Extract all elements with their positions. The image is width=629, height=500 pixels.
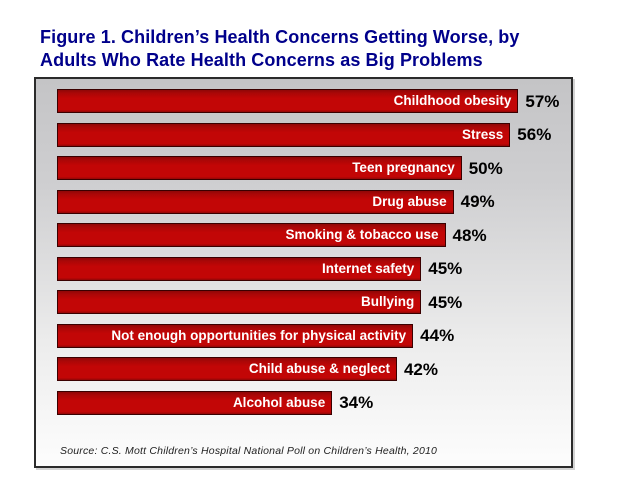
bar-value: 50%	[468, 158, 503, 178]
bar-label: Childhood obesity	[393, 93, 512, 109]
bar: Child abuse & neglect	[57, 357, 397, 381]
bar-row: Alcohol abuse 34%	[57, 390, 567, 415]
bar-value: 34%	[339, 393, 374, 412]
bar-label: Not enough opportunities for physical ac…	[111, 327, 407, 343]
figure-title: Figure 1. Children’s Health Concerns Get…	[40, 26, 615, 72]
bar-value: 57%	[525, 91, 560, 111]
bar-value: 44%	[420, 326, 455, 345]
bar: Internet safety	[57, 256, 422, 281]
bar-row: Smoking & tobacco use 48%	[57, 223, 567, 247]
bar-label: Teen pregnancy	[352, 160, 455, 176]
bar-label: Child abuse & neglect	[248, 361, 390, 377]
bar-value: 48%	[452, 225, 487, 245]
bar-value: 56%	[517, 125, 552, 144]
figure-title-line-2: Adults Who Rate Health Concerns as Big P…	[40, 50, 483, 70]
bar-row: Child abuse & neglect 42%	[57, 357, 567, 381]
source-note: Source: C.S. Mott Children’s Hospital Na…	[60, 445, 438, 457]
bar: Drug abuse	[57, 189, 454, 214]
bar: Stress	[57, 122, 511, 147]
bar-row: Stress 56%	[57, 122, 567, 147]
bar: Alcohol abuse	[57, 390, 333, 415]
bar-row: Teen pregnancy 50%	[57, 156, 567, 180]
bar-label: Smoking & tobacco use	[285, 227, 439, 243]
bar-row: Bullying 45%	[57, 290, 567, 314]
bar-value: 45%	[428, 259, 463, 278]
bar-value: 45%	[428, 292, 463, 312]
bar: Smoking & tobacco use	[57, 223, 446, 247]
bar-value: 42%	[403, 359, 438, 379]
bar-label: Internet safety	[321, 260, 415, 276]
chart-panel: Childhood obesity 57% Stress 56% Teen pregna…	[34, 77, 573, 468]
figure-title-line-1: Figure 1. Children’s Health Concerns Get…	[40, 27, 520, 47]
bar-row: Not enough opportunities for physical ac…	[57, 323, 567, 348]
bar-label: Bullying	[361, 294, 415, 310]
bar-label: Drug abuse	[372, 193, 447, 209]
bar: Not enough opportunities for physical ac…	[57, 323, 414, 348]
bar-label: Stress	[462, 126, 504, 142]
bar: Teen pregnancy	[57, 156, 462, 180]
bar-value: 49%	[460, 192, 495, 211]
bar-row: Internet safety 45%	[57, 256, 567, 281]
bar-label: Alcohol abuse	[232, 394, 326, 410]
bar-row: Childhood obesity 57%	[57, 89, 567, 113]
bar: Bullying	[57, 290, 422, 314]
bar-rows: Childhood obesity 57% Stress 56% Teen pregna…	[57, 89, 567, 424]
bar: Childhood obesity	[57, 89, 519, 113]
bar-row: Drug abuse 49%	[57, 189, 567, 214]
